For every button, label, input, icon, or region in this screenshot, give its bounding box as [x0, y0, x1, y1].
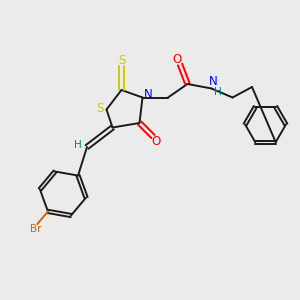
Text: N: N: [143, 88, 152, 101]
Text: H: H: [74, 140, 82, 150]
Text: O: O: [152, 135, 160, 148]
Text: N: N: [208, 75, 217, 88]
Text: O: O: [172, 52, 182, 66]
Text: S: S: [118, 54, 125, 67]
Text: S: S: [96, 102, 103, 115]
Text: H: H: [214, 87, 221, 97]
Text: Br: Br: [30, 224, 42, 235]
